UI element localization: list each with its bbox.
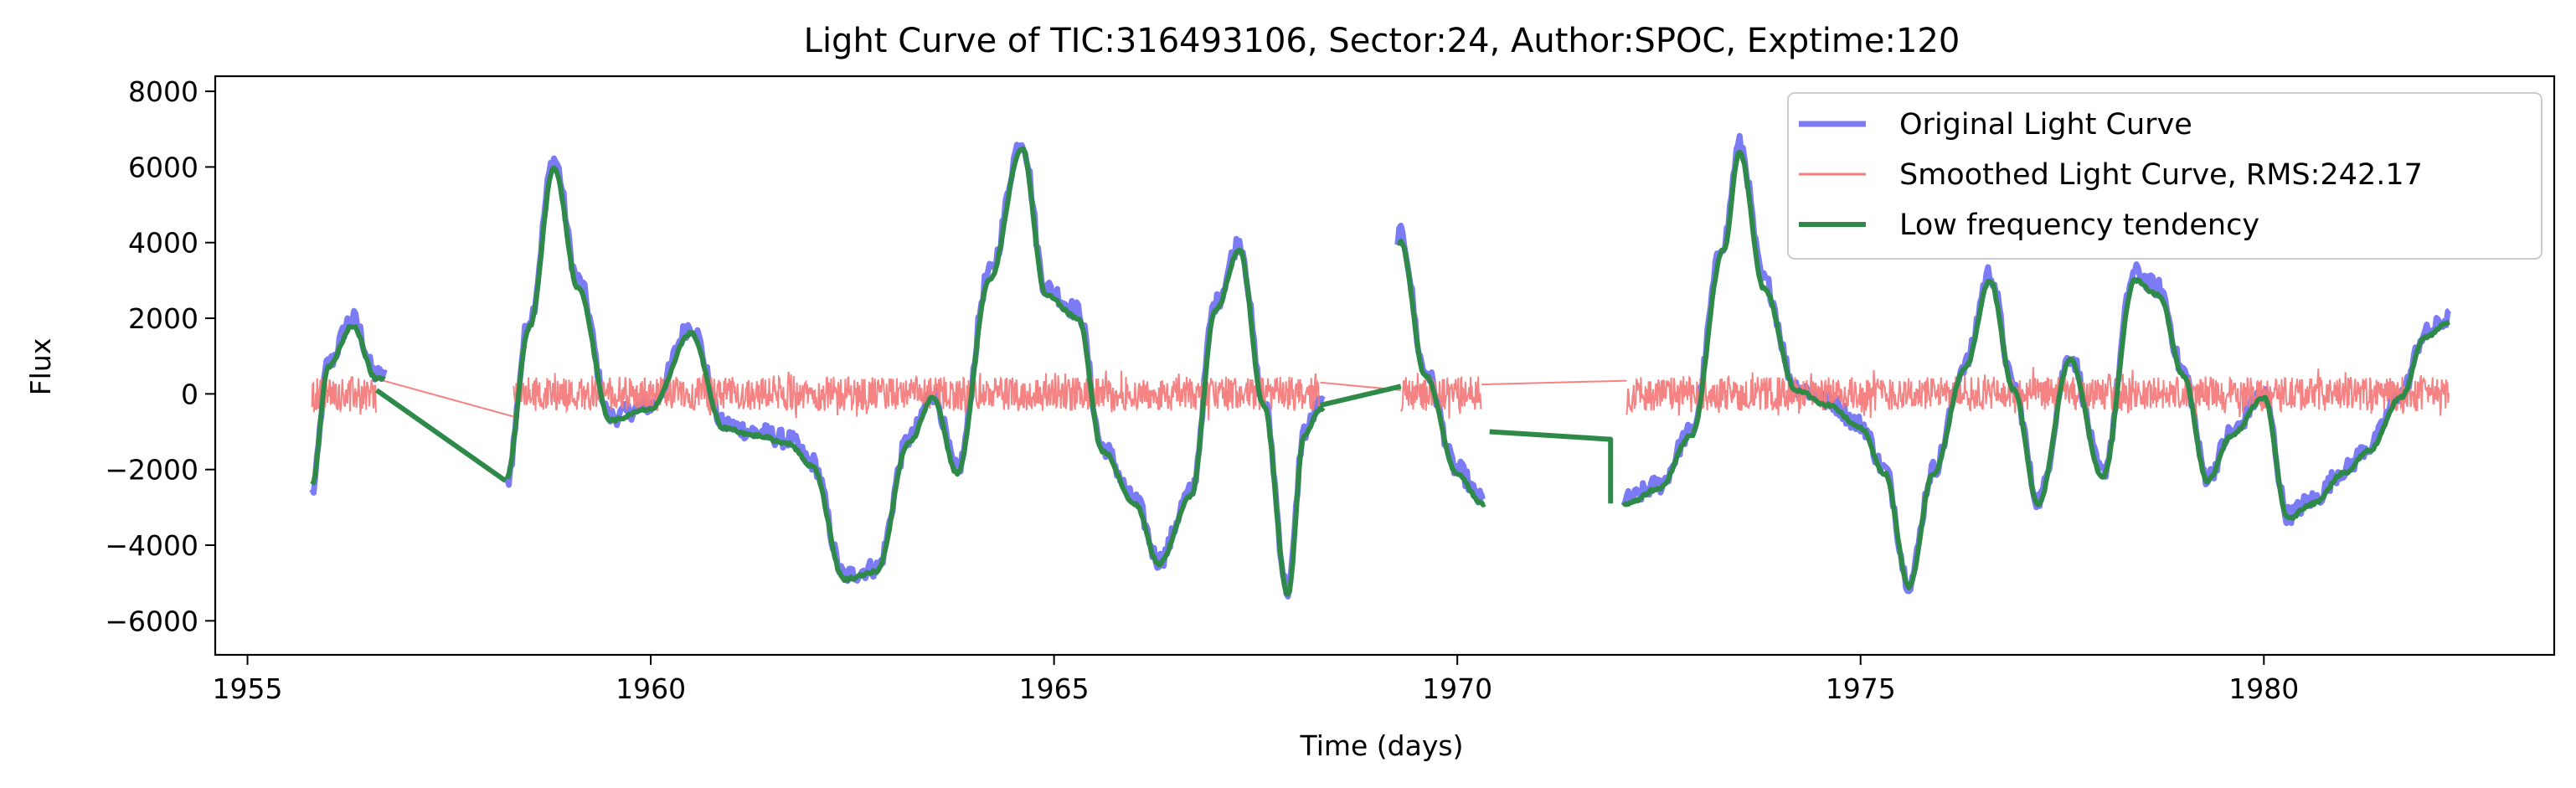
legend: Original Light Curve Smoothed Light Curv…	[1787, 92, 2543, 260]
x-tick-label-0: 1955	[213, 672, 283, 705]
legend-label-original: Original Light Curve	[1899, 108, 2192, 142]
series-smoothed-light-curve	[311, 367, 2450, 420]
x-tick-label-3: 1970	[1422, 672, 1492, 705]
x-axis-label: Time (days)	[1300, 729, 1464, 762]
x-tick-label-5: 1980	[2228, 672, 2299, 705]
x-tick-label-4: 1975	[1826, 672, 1896, 705]
y-tick-label-4: 2000	[128, 302, 198, 335]
legend-label-smoothed: Smoothed Light Curve, RMS:242.17	[1899, 158, 2423, 192]
y-axis: −6000 −4000 −2000 0 2000 4000 6000 8000	[105, 75, 215, 637]
x-axis: 1955 1960 1965 1970 1975 1980	[213, 655, 2299, 705]
series-low-frequency-tendency	[310, 146, 2450, 597]
y-tick-label-1: −4000	[105, 529, 198, 562]
legend-box	[1787, 92, 2543, 260]
y-tick-label-2: −2000	[105, 454, 198, 487]
y-axis-label: Flux	[24, 338, 57, 396]
y-tick-label-0: −6000	[105, 605, 198, 637]
plot-area	[309, 132, 2452, 600]
chart-title: Light Curve of TIC:316493106, Sector:24,…	[804, 22, 1960, 60]
legend-label-trend: Low frequency tendency	[1899, 209, 2259, 242]
y-tick-label-7: 8000	[128, 75, 198, 108]
y-tick-label-3: 0	[181, 378, 198, 410]
y-tick-label-5: 4000	[128, 227, 198, 260]
x-tick-label-2: 1965	[1019, 672, 1090, 705]
x-tick-label-1: 1960	[616, 672, 686, 705]
y-tick-label-6: 6000	[128, 151, 198, 183]
plot-frame	[214, 75, 2556, 657]
